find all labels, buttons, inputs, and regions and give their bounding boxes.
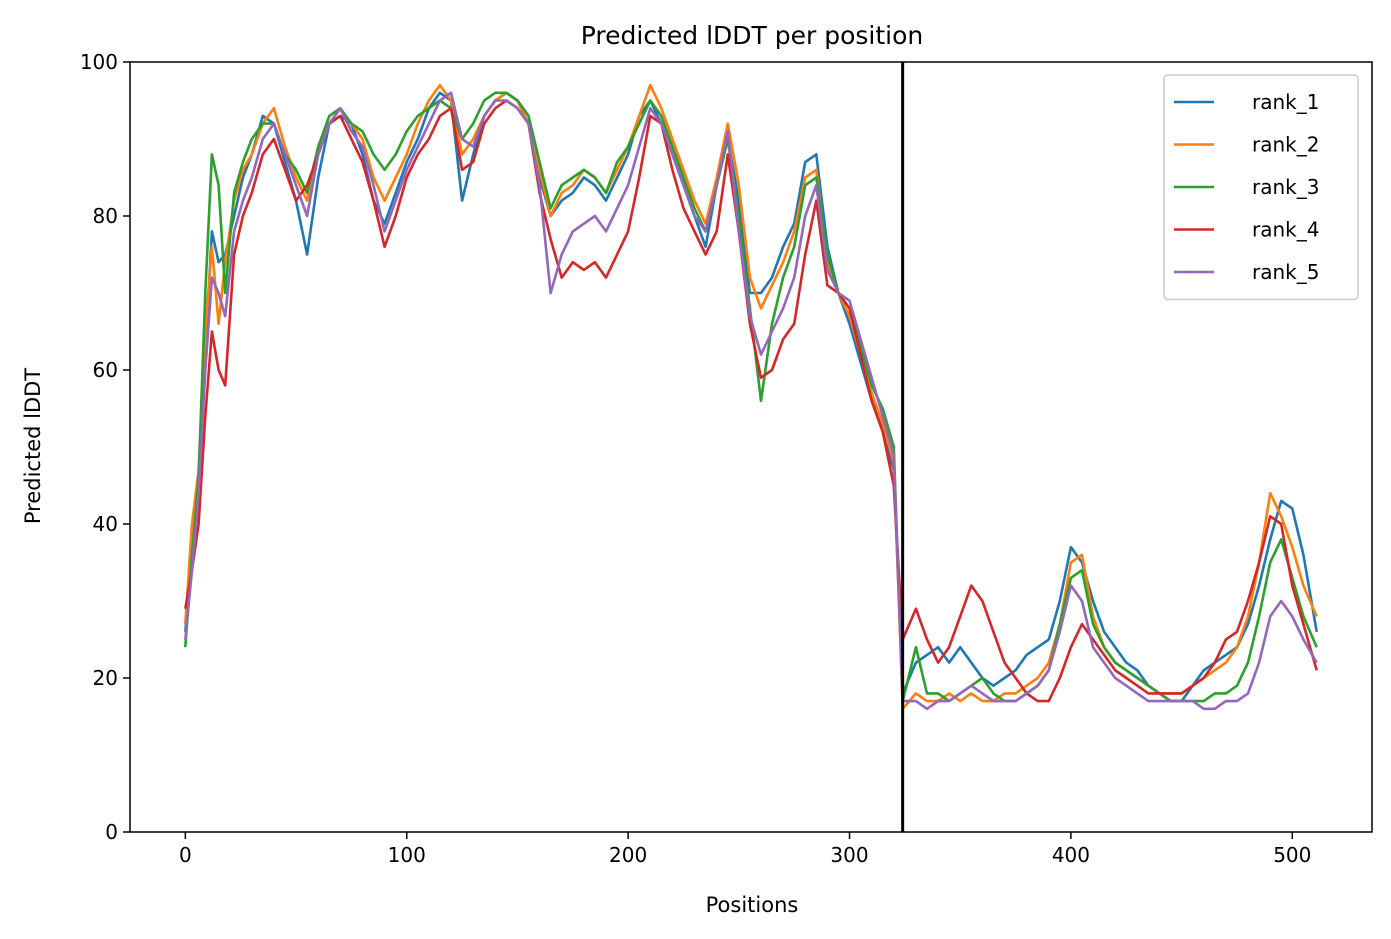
legend-box <box>1163 74 1359 301</box>
legend-label-rank_2: rank_2 <box>1252 133 1319 157</box>
x-axis-ticks: 0 100 200 300 400 500 <box>179 832 1311 867</box>
x-tick-label: 100 <box>388 843 426 867</box>
legend-label-rank_1: rank_1 <box>1252 90 1319 114</box>
chart-title: Predicted lDDT per position <box>581 21 923 50</box>
y-tick-label: 60 <box>93 358 118 382</box>
x-tick-label: 300 <box>830 843 868 867</box>
legend-label-rank_3: rank_3 <box>1252 175 1319 199</box>
y-tick-label: 100 <box>80 50 118 74</box>
y-tick-label: 20 <box>93 666 118 690</box>
y-axis-label: Predicted lDDT <box>21 368 45 524</box>
series-line-rank_5 <box>184 91 1318 711</box>
series-layer <box>184 83 1318 711</box>
y-tick-label: 40 <box>93 512 118 536</box>
x-axis-label: Positions <box>706 893 799 917</box>
x-tick-label: 500 <box>1273 843 1311 867</box>
x-tick-label: 400 <box>1052 843 1090 867</box>
plot-frame <box>129 61 1373 833</box>
y-tick-label: 0 <box>105 820 118 844</box>
y-axis-ticks: 0 20 40 60 80 100 <box>80 50 130 844</box>
y-tick-label: 80 <box>93 204 118 228</box>
x-tick-label: 200 <box>609 843 647 867</box>
legend-label-rank_4: rank_4 <box>1252 218 1319 242</box>
legend: rank_1 rank_2 rank_3 rank_4 rank_5 <box>1163 74 1359 301</box>
x-tick-label: 0 <box>179 843 192 867</box>
legend-label-rank_5: rank_5 <box>1252 260 1319 284</box>
